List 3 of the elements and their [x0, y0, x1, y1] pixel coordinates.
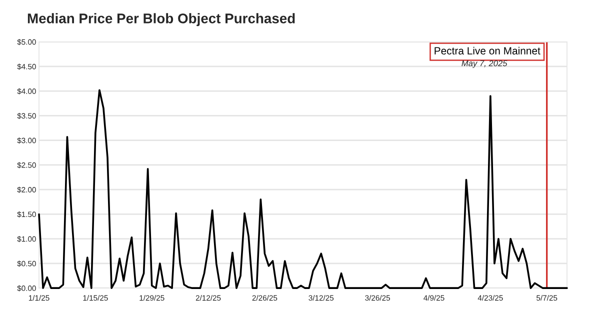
ref-line-label: Pectra Live on Mainnet: [434, 46, 540, 54]
annotation: May 7, 2025: [462, 60, 508, 68]
chart-title: Median Price Per Blob Object Purchased: [28, 13, 295, 26]
